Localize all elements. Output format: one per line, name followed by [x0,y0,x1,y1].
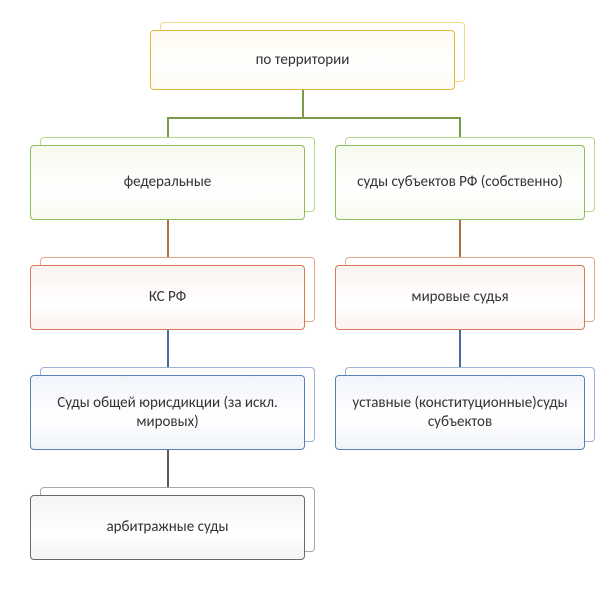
node-front: уставные (конституционные)суды субъектов [335,375,585,450]
node-front: суды субъектов РФ (собственно) [335,145,585,220]
node-front: КС РФ [30,265,305,330]
node-label: суды субъектов РФ (собственно) [357,173,563,192]
node-arb: арбитражные суды [30,495,315,570]
node-label: по территории [256,51,350,70]
node-label: мировые судья [411,288,508,307]
node-label: арбитражные суды [106,518,228,537]
node-root: по территории [150,30,465,100]
node-label: КС РФ [149,288,186,307]
node-subj: суды субъектов РФ (собственно) [335,145,595,230]
node-front: Суды общей юрисдикции (за искл. мировых) [30,375,305,450]
org-chart: по территории федеральные суды субъектов Р… [0,0,611,594]
node-fed: федеральные [30,145,315,230]
node-front: по территории [150,30,455,90]
node-label: федеральные [124,173,212,192]
node-label: Суды общей юрисдикции (за искл. мировых) [39,394,296,432]
node-ust: уставные (конституционные)суды субъектов [335,375,595,460]
node-mir: мировые судья [335,265,595,340]
node-front: мировые судья [335,265,585,330]
node-front: арбитражные суды [30,495,305,560]
connector [302,117,462,119]
connector [167,117,304,119]
node-front: федеральные [30,145,305,220]
node-label: уставные (конституционные)суды субъектов [344,394,576,432]
node-ks: КС РФ [30,265,315,340]
node-gen: Суды общей юрисдикции (за искл. мировых) [30,375,315,460]
